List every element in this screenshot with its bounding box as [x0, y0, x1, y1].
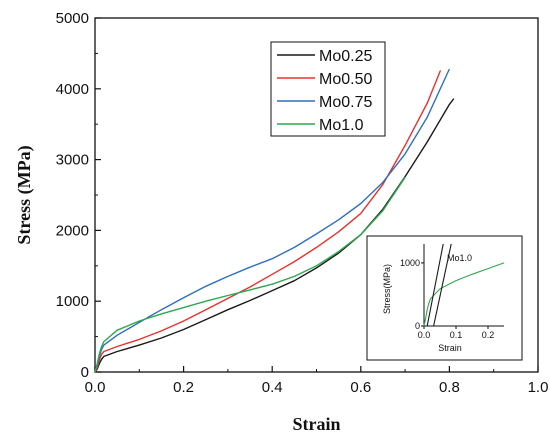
y-tick-label: 3000 [56, 152, 89, 169]
inset-annotation: Mo1.0 [447, 253, 472, 263]
inset-plot: 0.0 0.1 0.2 0 1000 Strain Stress(MPa) Mo1.0 [366, 235, 523, 361]
inset-x-axis-title: Strain [438, 343, 462, 353]
legend: Mo0.25 Mo0.50 Mo0.75 Mo1.0 [270, 41, 386, 137]
inset-series-line [423, 262, 505, 327]
x-tick-label: 0.2 [173, 379, 194, 396]
y-tick-label: 4000 [56, 81, 89, 98]
y-axis-title: Stress (MPa) [14, 145, 35, 244]
series-line-mo1-0 [94, 176, 406, 373]
x-tick-label: 0.4 [262, 379, 283, 396]
x-tick-label: 1.0 [528, 379, 549, 396]
legend-box [270, 41, 386, 137]
y-tick-label: 5000 [56, 10, 89, 27]
inset-frame [366, 235, 523, 361]
inset-x-tick-label: 0.0 [418, 330, 431, 340]
x-tick-label: 0.6 [350, 379, 371, 396]
legend-label: Mo0.25 [319, 48, 372, 65]
inset-series-line [426, 243, 444, 327]
inset-x-tick-label: 0.2 [482, 330, 495, 340]
y-tick-label: 2000 [56, 222, 89, 239]
inset-series-line [433, 243, 452, 327]
inset-y-tick-label: 1000 [400, 258, 420, 268]
legend-label: Mo0.75 [319, 94, 372, 111]
series-line-mo0-75 [94, 68, 451, 373]
legend-label: Mo1.0 [319, 117, 364, 134]
series-line-mo0-50 [94, 70, 442, 373]
inset-y-axis-title: Stress(MPa) [382, 264, 392, 314]
inset-y-tick-label: 0 [415, 321, 420, 331]
x-tick-label: 0.0 [85, 379, 106, 396]
main-plot: 0.0 0.2 0.4 0.6 0.8 1.0 0 1000 2000 3000 4000 5000 S… [14, 10, 548, 434]
inset-x-tick-label: 0.1 [450, 330, 463, 340]
legend-label: Mo0.50 [319, 71, 372, 88]
x-tick-label: 0.8 [439, 379, 460, 396]
y-tick-label: 0 [81, 364, 89, 381]
y-tick-label: 1000 [56, 293, 89, 310]
x-axis-title: Strain [292, 414, 340, 434]
